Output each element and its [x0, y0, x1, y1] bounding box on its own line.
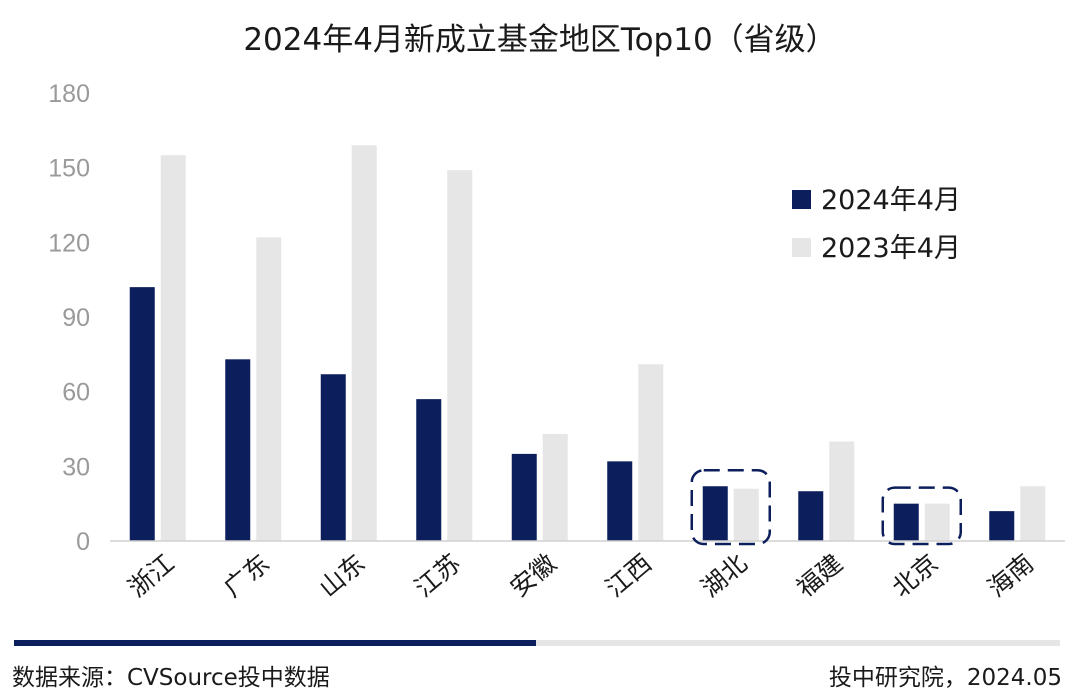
legend: 2024年4月 2023年4月: [792, 185, 961, 264]
bar-2024: [989, 511, 1015, 541]
category-label: 山东: [314, 548, 371, 602]
y-axis-ticks: 0 30 60 90 120 150 180: [48, 80, 90, 556]
bar-2023: [829, 441, 855, 541]
category-label: 浙江: [123, 548, 180, 602]
footer-bar-gray: [536, 640, 1060, 646]
x-axis-labels: 浙江 广东 山东 江苏 安徽 江西 湖北 福建 北京 海南: [123, 548, 1039, 602]
source-note: 数据来源：CVSource投中数据: [12, 665, 330, 691]
bar-2024: [511, 453, 537, 541]
category-label: 江苏: [409, 548, 466, 602]
bar-2023: [638, 364, 664, 541]
bar-2023: [160, 155, 186, 541]
bar-2024: [225, 359, 251, 541]
highlight-boxes: [690, 468, 962, 546]
bar-2024: [798, 491, 824, 541]
y-tick-label: 120: [48, 229, 90, 257]
category-label: 湖北: [696, 548, 753, 602]
bar-2023: [1020, 486, 1046, 541]
bar-2023: [924, 503, 950, 541]
bar-2023: [542, 433, 568, 541]
category-label: 江西: [600, 548, 657, 602]
bars: [129, 145, 1046, 541]
legend-label: 2024年4月: [821, 185, 961, 216]
bar-2024: [702, 486, 728, 541]
category-label: 海南: [982, 548, 1039, 602]
category-label: 安徽: [505, 548, 562, 602]
highlight-box: [690, 468, 771, 546]
bar-2023: [447, 170, 473, 541]
y-tick-label: 150: [48, 155, 90, 183]
legend-swatch: [792, 238, 811, 257]
bar-2023: [256, 237, 282, 541]
bar-2023: [351, 145, 377, 541]
bar-2024: [607, 461, 633, 541]
chart-title: 2024年4月新成立基金地区Top10（省级）: [243, 22, 837, 58]
bar-2024: [320, 374, 346, 541]
legend-label: 2023年4月: [821, 233, 961, 264]
footer-bar-accent: [14, 640, 536, 646]
credit-note: 投中研究院，2024.05: [828, 665, 1062, 691]
bar-2024: [893, 503, 919, 541]
y-tick-label: 90: [62, 304, 90, 332]
y-tick-label: 180: [48, 80, 90, 108]
bar-2024: [416, 399, 442, 541]
bar-2023: [733, 488, 759, 541]
bar-chart: 0 30 60 90 120 150 180 浙江 广东 山东 江苏 安徽 江西 湖北 福建 北京 海南 20…: [48, 80, 1065, 603]
y-tick-label: 30: [62, 453, 90, 481]
category-label: 广东: [218, 548, 275, 602]
legend-swatch: [792, 190, 811, 209]
y-tick-label: 60: [62, 379, 90, 407]
highlight-box: [881, 486, 962, 546]
category-label: 福建: [791, 548, 848, 602]
y-tick-label: 0: [76, 528, 90, 556]
bar-2024: [129, 287, 155, 541]
category-label: 北京: [887, 548, 944, 602]
